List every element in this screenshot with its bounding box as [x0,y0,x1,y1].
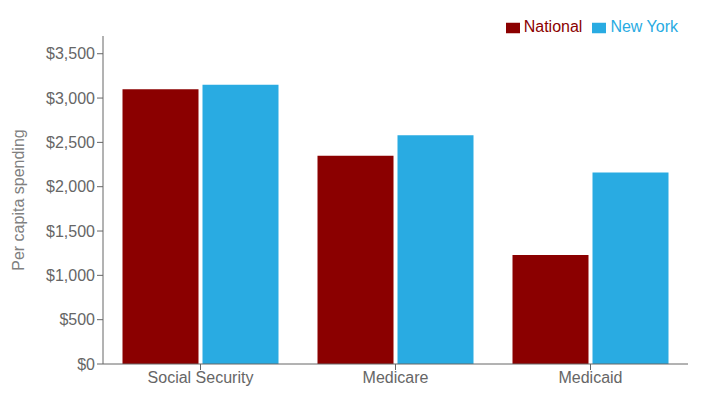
html-text:National: National [523,18,583,35]
svg-text:$2,000: $2,000 [46,178,95,195]
svg-text:$1,500: $1,500 [46,223,95,240]
svg-text:$1,000: $1,000 [46,267,95,284]
svg-text:$500: $500 [59,311,95,328]
svg-text:$2,500: $2,500 [46,134,95,151]
svg-text:Medicare: Medicare [363,369,429,386]
svg-text:Per capita spending: Per capita spending [10,129,27,270]
svg-text:Social Security: Social Security [148,369,254,386]
svg-text:Medicaid: Medicaid [558,369,622,386]
svg-text:$3,000: $3,000 [46,90,95,107]
svg-text:$3,500: $3,500 [46,45,95,62]
html-text:New York: New York [610,18,678,35]
svg-text:$0: $0 [77,356,95,373]
